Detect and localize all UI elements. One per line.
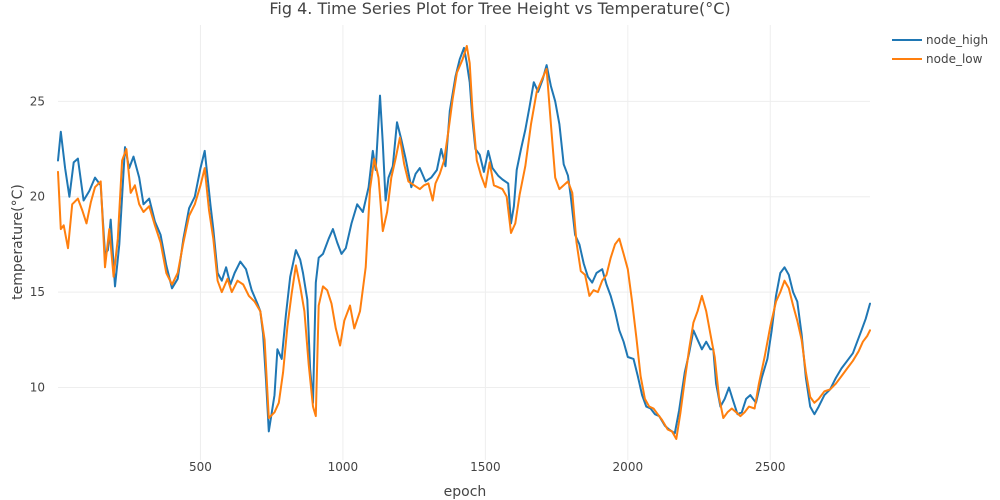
tick-labels: 500 1000 1500 2000 2500 10 15 20 25 — [30, 94, 786, 474]
x-tick-label: 2000 — [613, 460, 644, 474]
y-tick-label: 20 — [30, 190, 45, 204]
series-line-node-low — [57, 45, 871, 440]
gridlines — [58, 25, 870, 460]
y-tick-label: 15 — [30, 285, 45, 299]
x-tick-label: 500 — [189, 460, 212, 474]
legend: node_high node_low — [892, 33, 988, 66]
x-tick-label: 2500 — [755, 460, 786, 474]
legend-label: node_low — [926, 52, 983, 66]
y-tick-label: 10 — [30, 381, 45, 395]
legend-label: node_high — [926, 33, 988, 47]
y-axis-title: temperature(°C) — [10, 184, 26, 300]
y-tick-label: 25 — [30, 94, 45, 108]
x-tick-label: 1500 — [470, 460, 501, 474]
x-tick-label: 1000 — [328, 460, 359, 474]
series-line-node-high — [57, 46, 871, 435]
x-axis-title: epoch — [444, 484, 487, 500]
series-layer — [57, 45, 871, 440]
chart-title: Fig 4. Time Series Plot for Tree Height … — [269, 0, 730, 18]
